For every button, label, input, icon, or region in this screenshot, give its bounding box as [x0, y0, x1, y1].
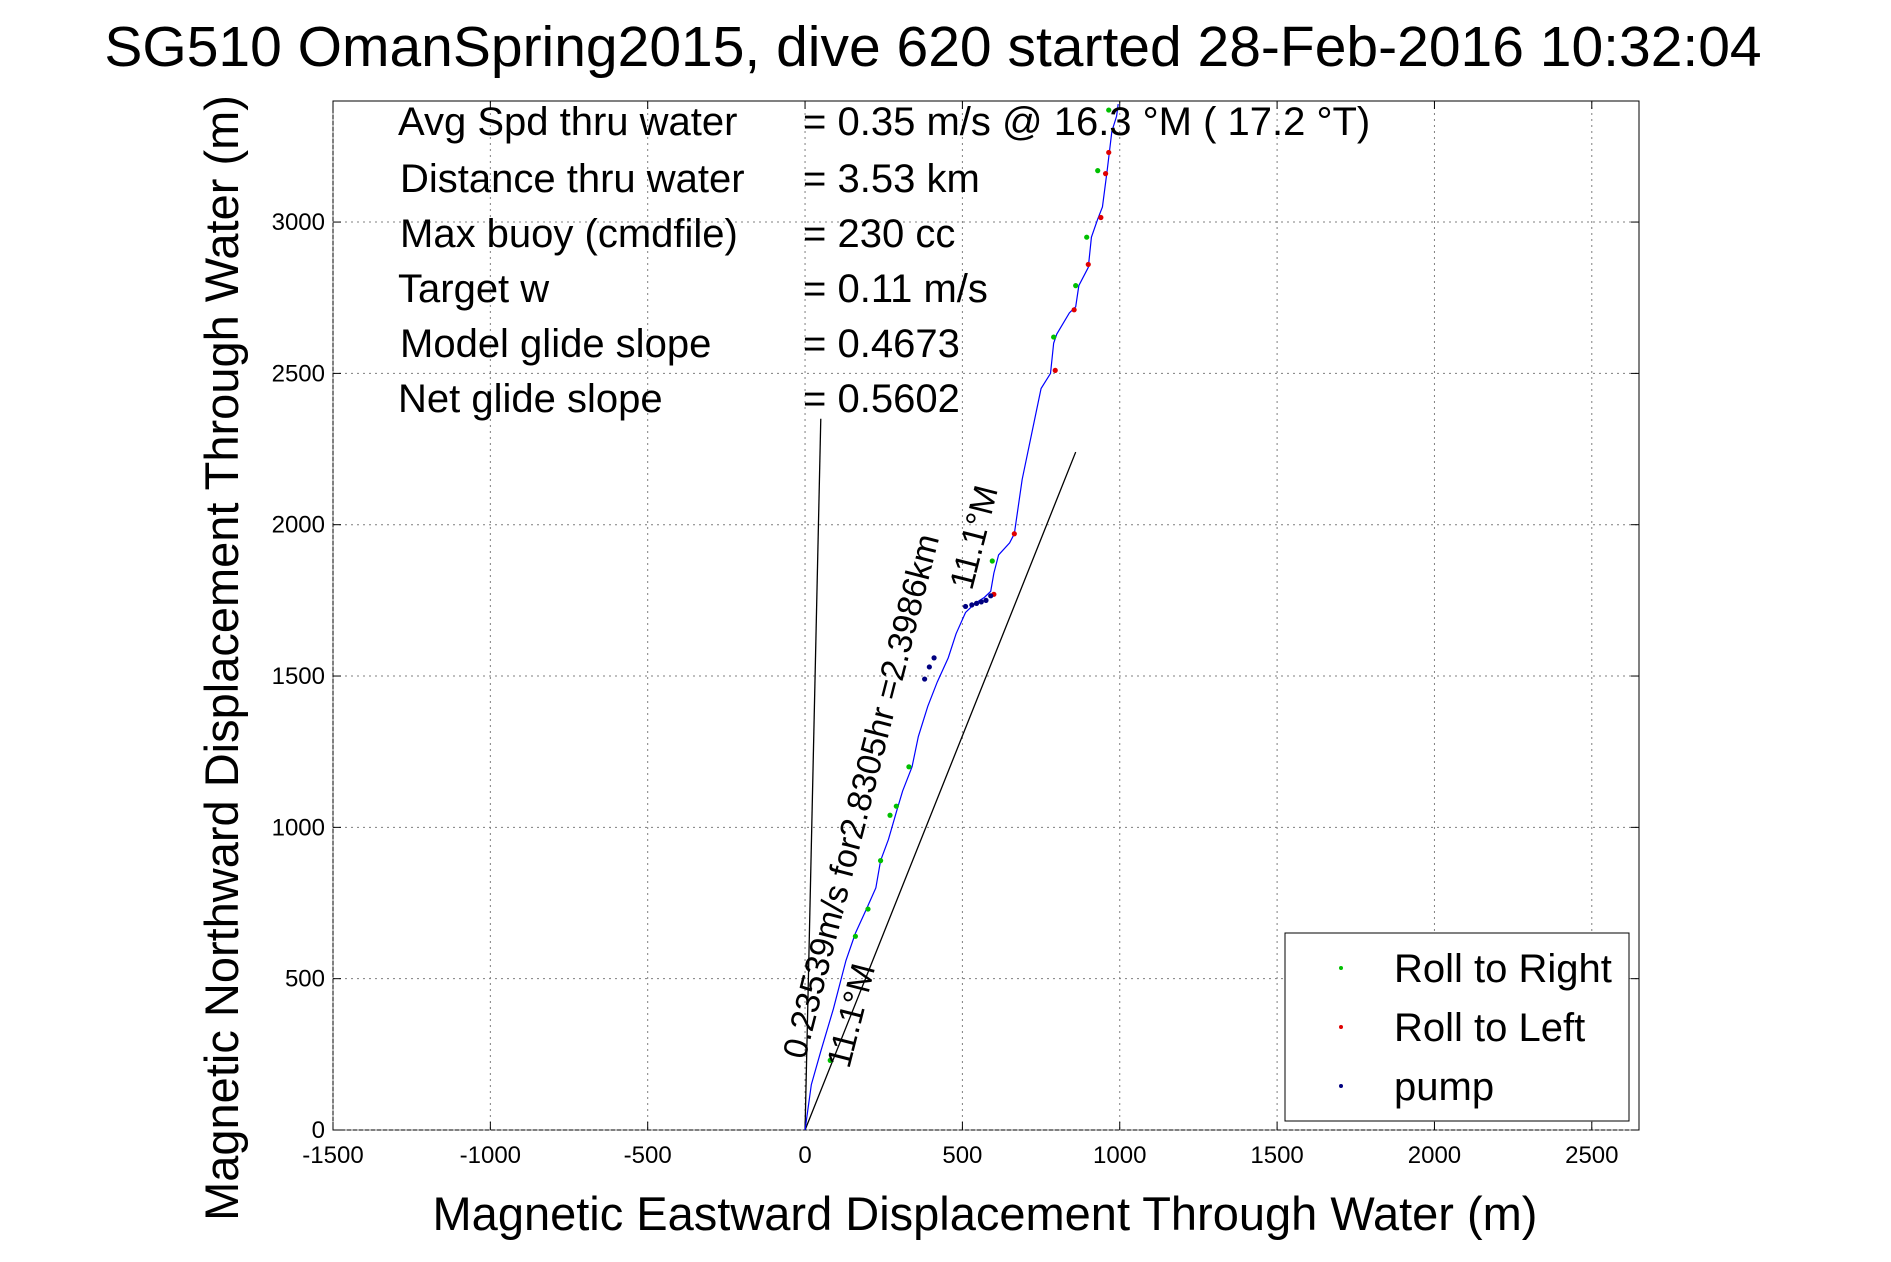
pump-marker	[973, 600, 980, 606]
stat-label-distance: Distance thru water	[400, 157, 745, 201]
tick-labels: -1500 -1000 -500 0 500 1000 1500 2000 2500 0 500 10…	[272, 209, 1619, 1169]
pump-marker	[988, 593, 994, 599]
roll-left-marker	[1098, 214, 1104, 221]
x-tick-label: 1500	[1250, 1142, 1303, 1169]
axis-ticks	[332, 101, 1639, 1131]
pump-marker	[978, 599, 984, 605]
roll-left-marker	[1071, 307, 1077, 313]
x-tick-label: -1500	[302, 1142, 363, 1169]
roll-right-marker	[1095, 168, 1101, 174]
x-tick-label: -1000	[460, 1142, 521, 1169]
legend: Roll to Right Roll to Left pump	[1284, 932, 1630, 1122]
roll-left-marker	[1106, 149, 1112, 156]
grid-lines	[332, 101, 1639, 1131]
roll-right-marker	[1051, 334, 1057, 340]
marker-layer	[827, 107, 1112, 1063]
legend-label-roll-left: Roll to Left	[1394, 1006, 1585, 1050]
stat-value-distance: = 3.53 km	[803, 157, 980, 201]
legend-label-pump: pump	[1394, 1065, 1494, 1109]
roll-right-marker	[827, 1057, 833, 1063]
y-tick-label: 0	[312, 1117, 325, 1144]
stat-label-model-glide: Model glide slope	[400, 322, 711, 366]
roll-right-marker	[852, 933, 859, 939]
stat-value-net-glide: = 0.5602	[803, 377, 960, 421]
chart-title: SG510 OmanSpring2015, dive 620 started 2…	[104, 15, 1761, 79]
legend-marker-roll-left	[1339, 1025, 1343, 1029]
x-tick-label: 2500	[1565, 1142, 1618, 1169]
pump-marker	[983, 597, 989, 603]
reference-line-heading	[804, 451, 1077, 1131]
y-tick-label: 500	[285, 966, 325, 993]
pump-marker	[922, 676, 928, 682]
roll-right-marker	[865, 906, 871, 912]
x-axis-label: Magnetic Eastward Displacement Through W…	[433, 1187, 1538, 1240]
y-tick-label: 3000	[272, 209, 325, 236]
stat-value-avg-speed: = 0.35 m/s @ 16.3 °M ( 17.2 °T)	[803, 100, 1370, 144]
roll-right-marker	[906, 764, 912, 770]
x-tick-label: -500	[624, 1142, 672, 1169]
stat-label-avg-speed: Avg Spd thru water	[398, 100, 737, 144]
roll-right-marker	[893, 803, 899, 809]
stat-value-target-w: = 0.11 m/s	[803, 267, 988, 311]
roll-left-marker	[1052, 367, 1058, 373]
x-tick-label: 0	[798, 1142, 811, 1169]
stat-value-max-buoy: = 230 cc	[803, 212, 955, 256]
series-layer	[804, 103, 1119, 1131]
x-tick-label: 1000	[1093, 1142, 1146, 1169]
roll-right-marker	[1084, 234, 1090, 240]
y-tick-label: 2500	[272, 360, 325, 387]
stat-label-max-buoy: Max buoy (cmdfile)	[400, 212, 738, 256]
roll-right-marker	[1106, 107, 1112, 113]
pump-marker	[931, 655, 937, 661]
y-axis-label: Magnetic Northward Displacement Through …	[195, 95, 248, 1221]
stat-value-model-glide: = 0.4673	[803, 322, 960, 366]
pump-marker	[962, 603, 969, 610]
roll-left-marker	[1085, 261, 1091, 268]
roll-right-marker	[989, 558, 995, 564]
x-tick-label: 2000	[1408, 1142, 1461, 1169]
pump-marker	[926, 664, 932, 670]
y-tick-label: 1500	[272, 663, 325, 690]
y-tick-label: 1000	[272, 814, 325, 841]
roll-left-marker	[1011, 531, 1017, 537]
stat-label-net-glide: Net glide slope	[398, 377, 663, 421]
pump-marker	[969, 602, 975, 608]
reference-line-current	[804, 418, 822, 1131]
stat-label-target-w: Target w	[398, 267, 549, 311]
legend-marker-pump	[1339, 1084, 1343, 1088]
legend-marker-roll-right	[1339, 966, 1343, 970]
glider-track	[804, 103, 1119, 1131]
roll-right-marker	[877, 858, 884, 864]
roll-right-marker	[1073, 283, 1079, 289]
legend-label-roll-right: Roll to Right	[1394, 947, 1612, 991]
roll-left-marker	[1102, 171, 1109, 177]
x-tick-label: 500	[942, 1142, 982, 1169]
stats-block: Avg Spd thru water = 0.35 m/s @ 16.3 °M …	[398, 100, 1370, 421]
roll-right-marker	[887, 812, 893, 818]
y-tick-label: 2000	[272, 512, 325, 539]
